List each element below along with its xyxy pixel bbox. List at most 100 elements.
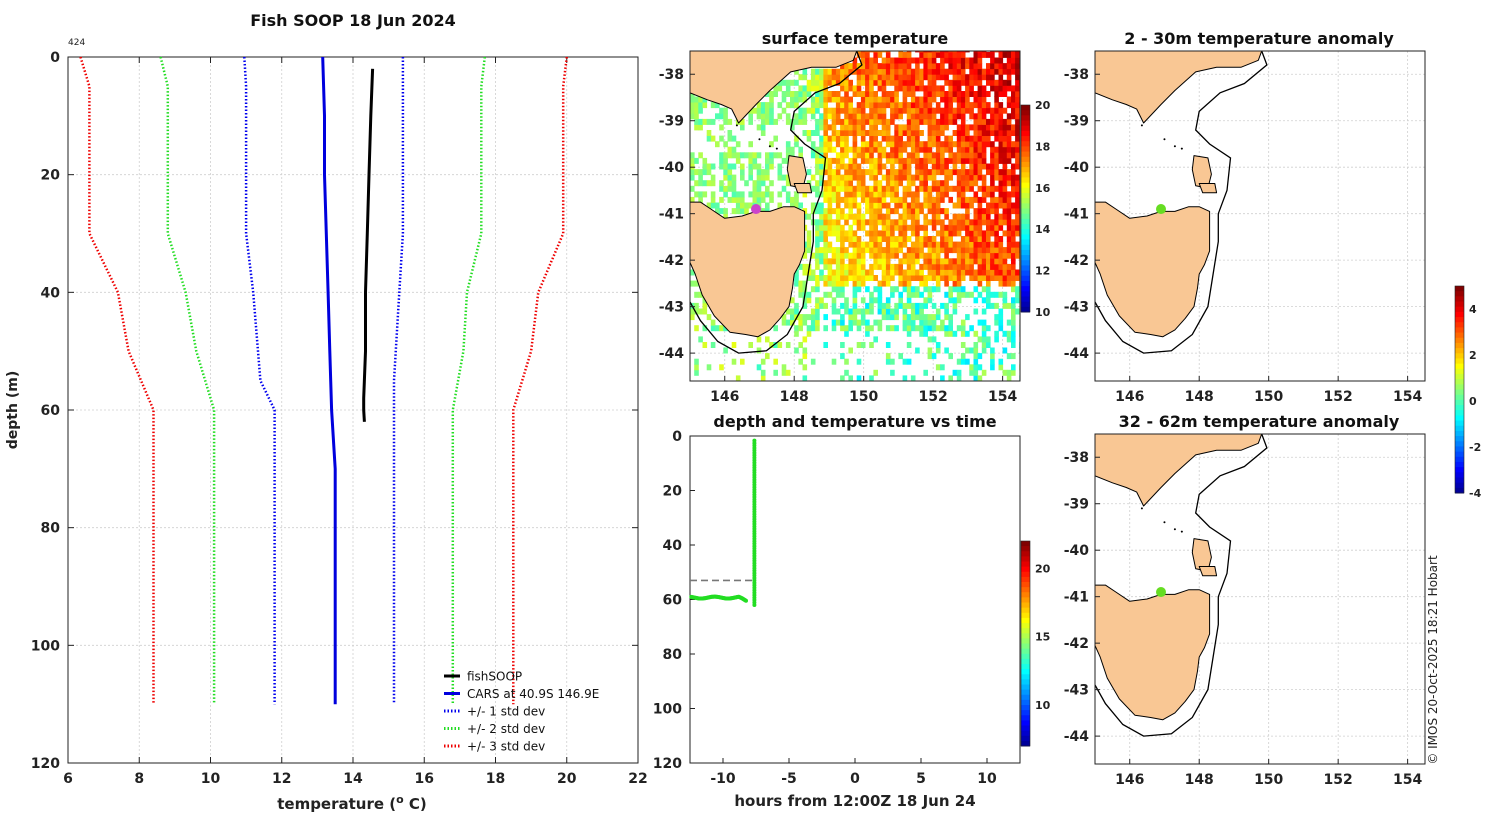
sst-pixel bbox=[723, 213, 728, 220]
sst-pixel bbox=[881, 280, 887, 287]
sst-pixel bbox=[848, 163, 853, 170]
sst-pixel bbox=[810, 185, 816, 192]
sst-pixel bbox=[877, 202, 883, 209]
sst-pixel bbox=[869, 263, 874, 270]
sst-pixel bbox=[906, 224, 912, 231]
sst-pixel bbox=[794, 135, 799, 142]
sst-pixel bbox=[981, 152, 987, 159]
sst-pixel bbox=[769, 163, 774, 170]
sst-pixel bbox=[869, 130, 874, 136]
sst-pixel bbox=[869, 224, 874, 231]
sst-pixel bbox=[877, 180, 883, 187]
sst-pixel bbox=[690, 152, 695, 159]
sst-pixel bbox=[881, 146, 887, 153]
sst-pixel bbox=[815, 79, 820, 86]
sst-pixel bbox=[990, 224, 995, 231]
sst-pixel bbox=[702, 96, 708, 103]
sst-pixel bbox=[823, 141, 828, 148]
sst-pixel bbox=[990, 258, 995, 265]
sst-pixel bbox=[960, 185, 966, 192]
sst-pixel bbox=[935, 308, 941, 315]
sst-pixel bbox=[848, 224, 853, 231]
sst-pixel bbox=[835, 68, 841, 75]
sst-pixel bbox=[810, 174, 816, 181]
sst-pixel bbox=[890, 180, 895, 187]
mainland-land bbox=[690, 51, 858, 124]
legend-label: +/- 3 std dev bbox=[467, 740, 545, 754]
sst-pixel bbox=[994, 224, 999, 231]
sst-pixel bbox=[923, 213, 928, 220]
sst-pixel bbox=[694, 169, 699, 176]
sst-pixel bbox=[952, 297, 958, 304]
sst-pixel bbox=[869, 297, 874, 304]
sst-pixel bbox=[940, 224, 945, 231]
sst-pixel bbox=[977, 280, 983, 287]
sst-pixel bbox=[823, 180, 828, 187]
sst-pixel bbox=[802, 113, 808, 120]
sst-pixel bbox=[998, 258, 1004, 265]
sst-pixel bbox=[960, 51, 966, 53]
sst-pixel bbox=[848, 319, 853, 326]
sst-pixel bbox=[1002, 196, 1008, 203]
sst-pixel bbox=[973, 364, 979, 371]
sst-pixel bbox=[885, 124, 891, 131]
sst-pixel bbox=[977, 258, 983, 265]
sst-pixel bbox=[981, 258, 987, 265]
sst-pixel bbox=[956, 130, 962, 136]
sst-pixel bbox=[960, 130, 966, 136]
sst-pixel bbox=[781, 364, 787, 371]
sst-pixel bbox=[760, 358, 766, 365]
sst-pixel bbox=[731, 196, 737, 203]
sst-pixel bbox=[940, 63, 945, 70]
sst-pixel bbox=[1015, 219, 1020, 226]
sst-pixel bbox=[915, 152, 920, 159]
sst-pixel bbox=[994, 68, 999, 75]
sst-pixel bbox=[919, 247, 924, 254]
sst-pixel bbox=[690, 280, 695, 287]
sst-pixel bbox=[1011, 102, 1016, 109]
sst-pixel bbox=[902, 79, 908, 86]
sst-pixel bbox=[819, 157, 824, 164]
sst-pixel bbox=[844, 219, 849, 226]
data-point bbox=[744, 598, 748, 603]
sst-pixel bbox=[1006, 302, 1012, 309]
sst-pixel bbox=[910, 302, 916, 309]
sst-pixel bbox=[898, 269, 903, 276]
map-x-tick-label: 150 bbox=[1254, 389, 1283, 405]
sst-pixel bbox=[931, 196, 937, 203]
sst-pixel bbox=[823, 219, 828, 226]
sst-pixel bbox=[906, 107, 912, 114]
sst-pixel bbox=[690, 157, 695, 164]
sst-pixel bbox=[998, 118, 1004, 125]
sst-pixel bbox=[852, 169, 858, 176]
sst-pixel bbox=[1011, 364, 1016, 371]
sst-pixel bbox=[781, 314, 787, 321]
sst-pixel bbox=[727, 174, 733, 181]
sst-pixel bbox=[973, 286, 979, 293]
sst-pixel bbox=[931, 113, 937, 120]
sst-pixel bbox=[994, 113, 999, 120]
sst-pixel bbox=[890, 291, 895, 298]
anomaly-colorbar-segment bbox=[1455, 394, 1464, 401]
sst-pixel bbox=[819, 74, 824, 81]
sst-pixel bbox=[852, 269, 858, 276]
sst-pixel bbox=[719, 325, 724, 332]
sst-pixel bbox=[990, 157, 995, 164]
sst-pixel bbox=[769, 342, 774, 348]
sst-pixel bbox=[852, 141, 858, 148]
sst-pixel bbox=[898, 146, 903, 153]
sst-pixel bbox=[973, 124, 979, 131]
sst-pixel bbox=[1011, 113, 1016, 120]
sst-pixel bbox=[990, 364, 995, 371]
sst-pixel bbox=[981, 51, 987, 58]
sst-pixel bbox=[1015, 51, 1020, 53]
sst-pixel bbox=[973, 252, 979, 259]
sst-pixel bbox=[802, 314, 808, 321]
sst-pixel bbox=[1006, 263, 1012, 270]
sst-pixel bbox=[956, 51, 962, 58]
sst-pixel bbox=[915, 163, 920, 170]
sst-pixel bbox=[973, 224, 979, 231]
sst-pixel bbox=[810, 325, 816, 332]
sst-pixel bbox=[902, 85, 908, 92]
